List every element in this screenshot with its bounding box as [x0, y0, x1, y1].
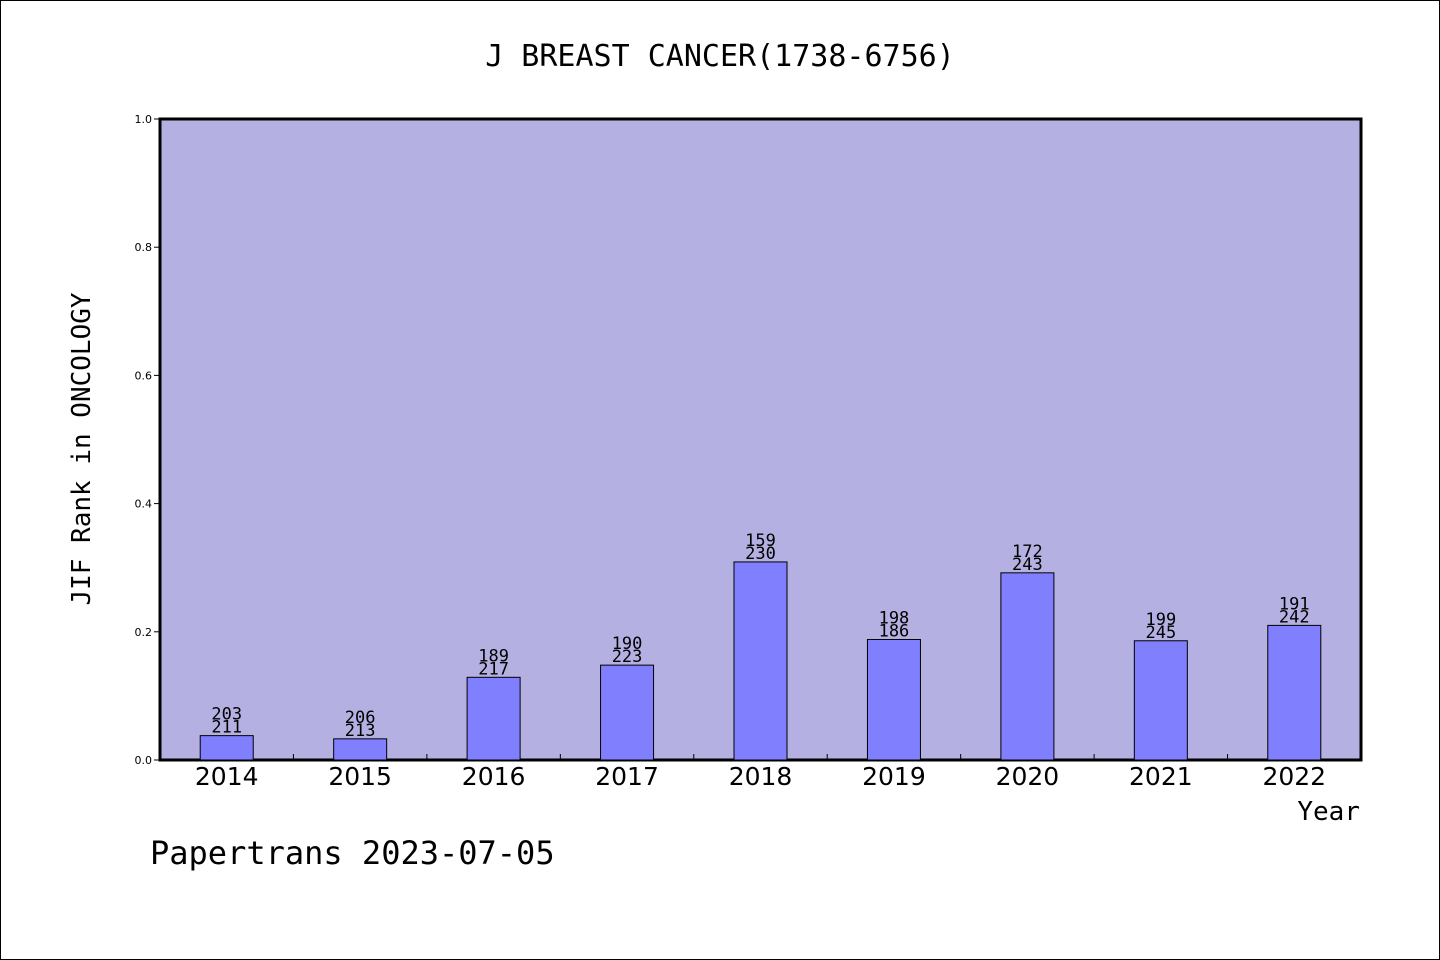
bar-2015	[333, 738, 388, 761]
bar-2020	[1000, 572, 1055, 761]
bar-label-total: 245	[1145, 623, 1176, 643]
bar-label-rank: 159	[745, 531, 776, 551]
x-tick-label: 2018	[729, 762, 793, 791]
bar-label-rank: 199	[1145, 610, 1176, 630]
bar-label-rank: 189	[478, 646, 509, 666]
y-axis-label: JIF Rank in ONCOLOGY	[67, 292, 97, 605]
bar-label-rank: 206	[345, 708, 376, 728]
y-tick-label: 0.6	[135, 369, 153, 382]
bar-2022	[1267, 624, 1322, 761]
x-tick-label: 2019	[862, 762, 926, 791]
chart-title: J BREAST CANCER(1738-6756)	[485, 39, 955, 74]
bar-label-rank: 198	[879, 608, 910, 628]
bar-label-total: 211	[211, 718, 242, 738]
bars	[199, 561, 1322, 761]
x-tick-label: 2021	[1129, 762, 1193, 791]
y-tick-label: 0.0	[135, 754, 153, 767]
bar-label-rank: 190	[612, 634, 643, 654]
bar-label-total: 230	[745, 544, 776, 564]
bar-label-total: 186	[879, 621, 910, 641]
x-tick-label: 2022	[1262, 762, 1326, 791]
bar-label-rank: 172	[1012, 542, 1043, 562]
x-tick-labels: 2014 2015 2016 2017 2018 2019 2020 2021 2022	[195, 762, 1326, 791]
x-tick-label: 2020	[996, 762, 1060, 791]
bar-2017	[600, 664, 655, 761]
y-tick-label: 1.0	[135, 113, 153, 126]
bar-2021	[1133, 640, 1188, 761]
x-tick-label: 2016	[462, 762, 526, 791]
axis-ticks	[154, 118, 1229, 761]
bar-label-total: 242	[1279, 607, 1310, 627]
y-tick-label: 0.2	[135, 626, 153, 639]
bar-2014	[199, 735, 254, 761]
x-tick-label: 2014	[195, 762, 259, 791]
bar-label-total: 223	[612, 647, 643, 667]
y-tick-labels: 0.0 0.2 0.4 0.6 0.8 1.0	[135, 113, 153, 767]
x-axis-label: Year	[1297, 797, 1360, 827]
bar-label-total: 243	[1012, 555, 1043, 575]
bar-2016	[466, 676, 521, 761]
bar-label-total: 213	[345, 721, 376, 741]
bar-2019	[866, 638, 921, 761]
bar-label-rank: 191	[1279, 594, 1310, 614]
y-tick-label: 0.8	[135, 241, 153, 254]
x-tick-label: 2017	[595, 762, 659, 791]
bar-label-total: 217	[478, 659, 509, 679]
x-tick-label: 2015	[328, 762, 392, 791]
footer-text: Papertrans 2023-07-05	[150, 834, 555, 872]
bar-2018	[733, 561, 788, 761]
y-tick-label: 0.4	[135, 498, 153, 511]
bar-label-rank: 203	[211, 705, 242, 725]
